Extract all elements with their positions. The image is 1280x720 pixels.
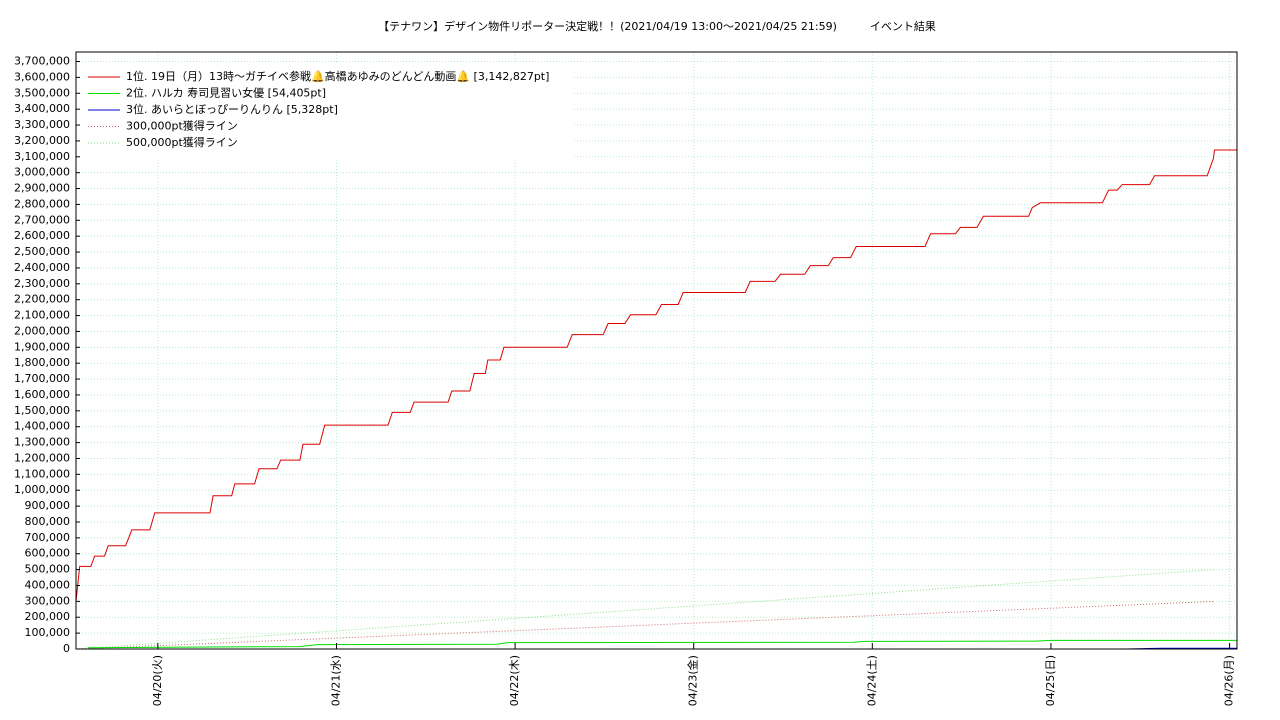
- y-tick-label: 1,300,000: [14, 436, 70, 449]
- y-tick-label: 2,000,000: [14, 324, 70, 337]
- x-tick-label: 04/24(土): [865, 655, 878, 706]
- chart-title: 【テナワン】デザイン物件リポーター決定戦！！(2021/04/19 13:00〜…: [378, 19, 936, 33]
- y-tick-label: 3,300,000: [14, 118, 70, 131]
- legend-box: [80, 62, 572, 160]
- y-tick-label: 600,000: [25, 547, 71, 560]
- y-tick-label: 1,900,000: [14, 340, 70, 353]
- series-line: [75, 149, 1237, 602]
- series-line: [75, 600, 1215, 650]
- x-tick-label: 04/20(火): [151, 655, 164, 706]
- y-tick-label: 500,000: [25, 563, 71, 576]
- y-tick-label: 2,600,000: [14, 229, 70, 242]
- x-tick-label: 04/21(水): [329, 655, 342, 706]
- y-tick-label: 100,000: [25, 626, 71, 639]
- y-tick-label: 2,500,000: [14, 245, 70, 258]
- y-tick-label: 2,400,000: [14, 261, 70, 274]
- axes: 0 100,000 200,000 300,000 400,000 500,000 600,…: [14, 51, 1238, 706]
- y-tick-label: 400,000: [25, 578, 71, 591]
- y-tick-label: 3,500,000: [14, 86, 70, 99]
- series-line: [87, 639, 1237, 649]
- legend: 1位. 19日（月）13時〜ガチイベ参戦🔔高橋あゆみのどんどん動画🔔 [3,14…: [80, 62, 572, 160]
- y-tick-label: 1,500,000: [14, 404, 70, 417]
- y-tick-label: 1,400,000: [14, 420, 70, 433]
- x-tick-label: 04/25(日): [1044, 655, 1057, 706]
- y-tick-label: 1,200,000: [14, 451, 70, 464]
- y-tick-label: 3,000,000: [14, 166, 70, 179]
- y-tick-label: 2,300,000: [14, 277, 70, 290]
- series-line: [75, 569, 1215, 650]
- y-tick-label: 200,000: [25, 610, 71, 623]
- y-tick-label: 1,600,000: [14, 388, 70, 401]
- legend-label: 2位. ハルカ 寿司見習い女優 [54,405pt]: [126, 86, 326, 100]
- y-tick-label: 3,700,000: [14, 55, 70, 68]
- x-tick-label: 04/22(木): [508, 655, 521, 706]
- y-tick-label: 1,700,000: [14, 372, 70, 385]
- y-tick-label: 2,800,000: [14, 197, 70, 210]
- y-tick-label: 1,800,000: [14, 356, 70, 369]
- y-tick-label: 700,000: [25, 531, 71, 544]
- x-tick-label: 04/23(金): [686, 655, 700, 706]
- y-tick-label: 2,700,000: [14, 213, 70, 226]
- legend-label: 1位. 19日（月）13時〜ガチイベ参戦🔔高橋あゆみのどんどん動画🔔 [3,14…: [126, 69, 549, 83]
- legend-label: 500,000pt獲得ライン: [126, 136, 238, 149]
- y-tick-label: 1,100,000: [14, 467, 70, 480]
- y-tick-label: 300,000: [25, 594, 71, 607]
- x-tick-label: 04/26(月): [1223, 655, 1236, 706]
- y-tick-label: 900,000: [25, 499, 71, 512]
- y-tick-label: 2,100,000: [14, 309, 70, 322]
- y-tick-label: 800,000: [25, 515, 71, 528]
- plot-frame: [75, 51, 1238, 650]
- legend-label: 300,000pt獲得ライン: [126, 120, 238, 133]
- y-tick-label: 1,000,000: [14, 483, 70, 496]
- y-tick-label: 3,600,000: [14, 70, 70, 83]
- y-tick-label: 0: [63, 642, 70, 655]
- y-tick-label: 3,100,000: [14, 150, 70, 163]
- y-tick-label: 2,900,000: [14, 182, 70, 195]
- y-tick-label: 3,400,000: [14, 102, 70, 115]
- y-tick-label: 2,200,000: [14, 293, 70, 306]
- legend-label: 3位. あいらとぼっぴーりんりん [5,328pt]: [126, 102, 338, 116]
- plot-lines: [75, 149, 1237, 650]
- y-tick-label: 3,200,000: [14, 134, 70, 147]
